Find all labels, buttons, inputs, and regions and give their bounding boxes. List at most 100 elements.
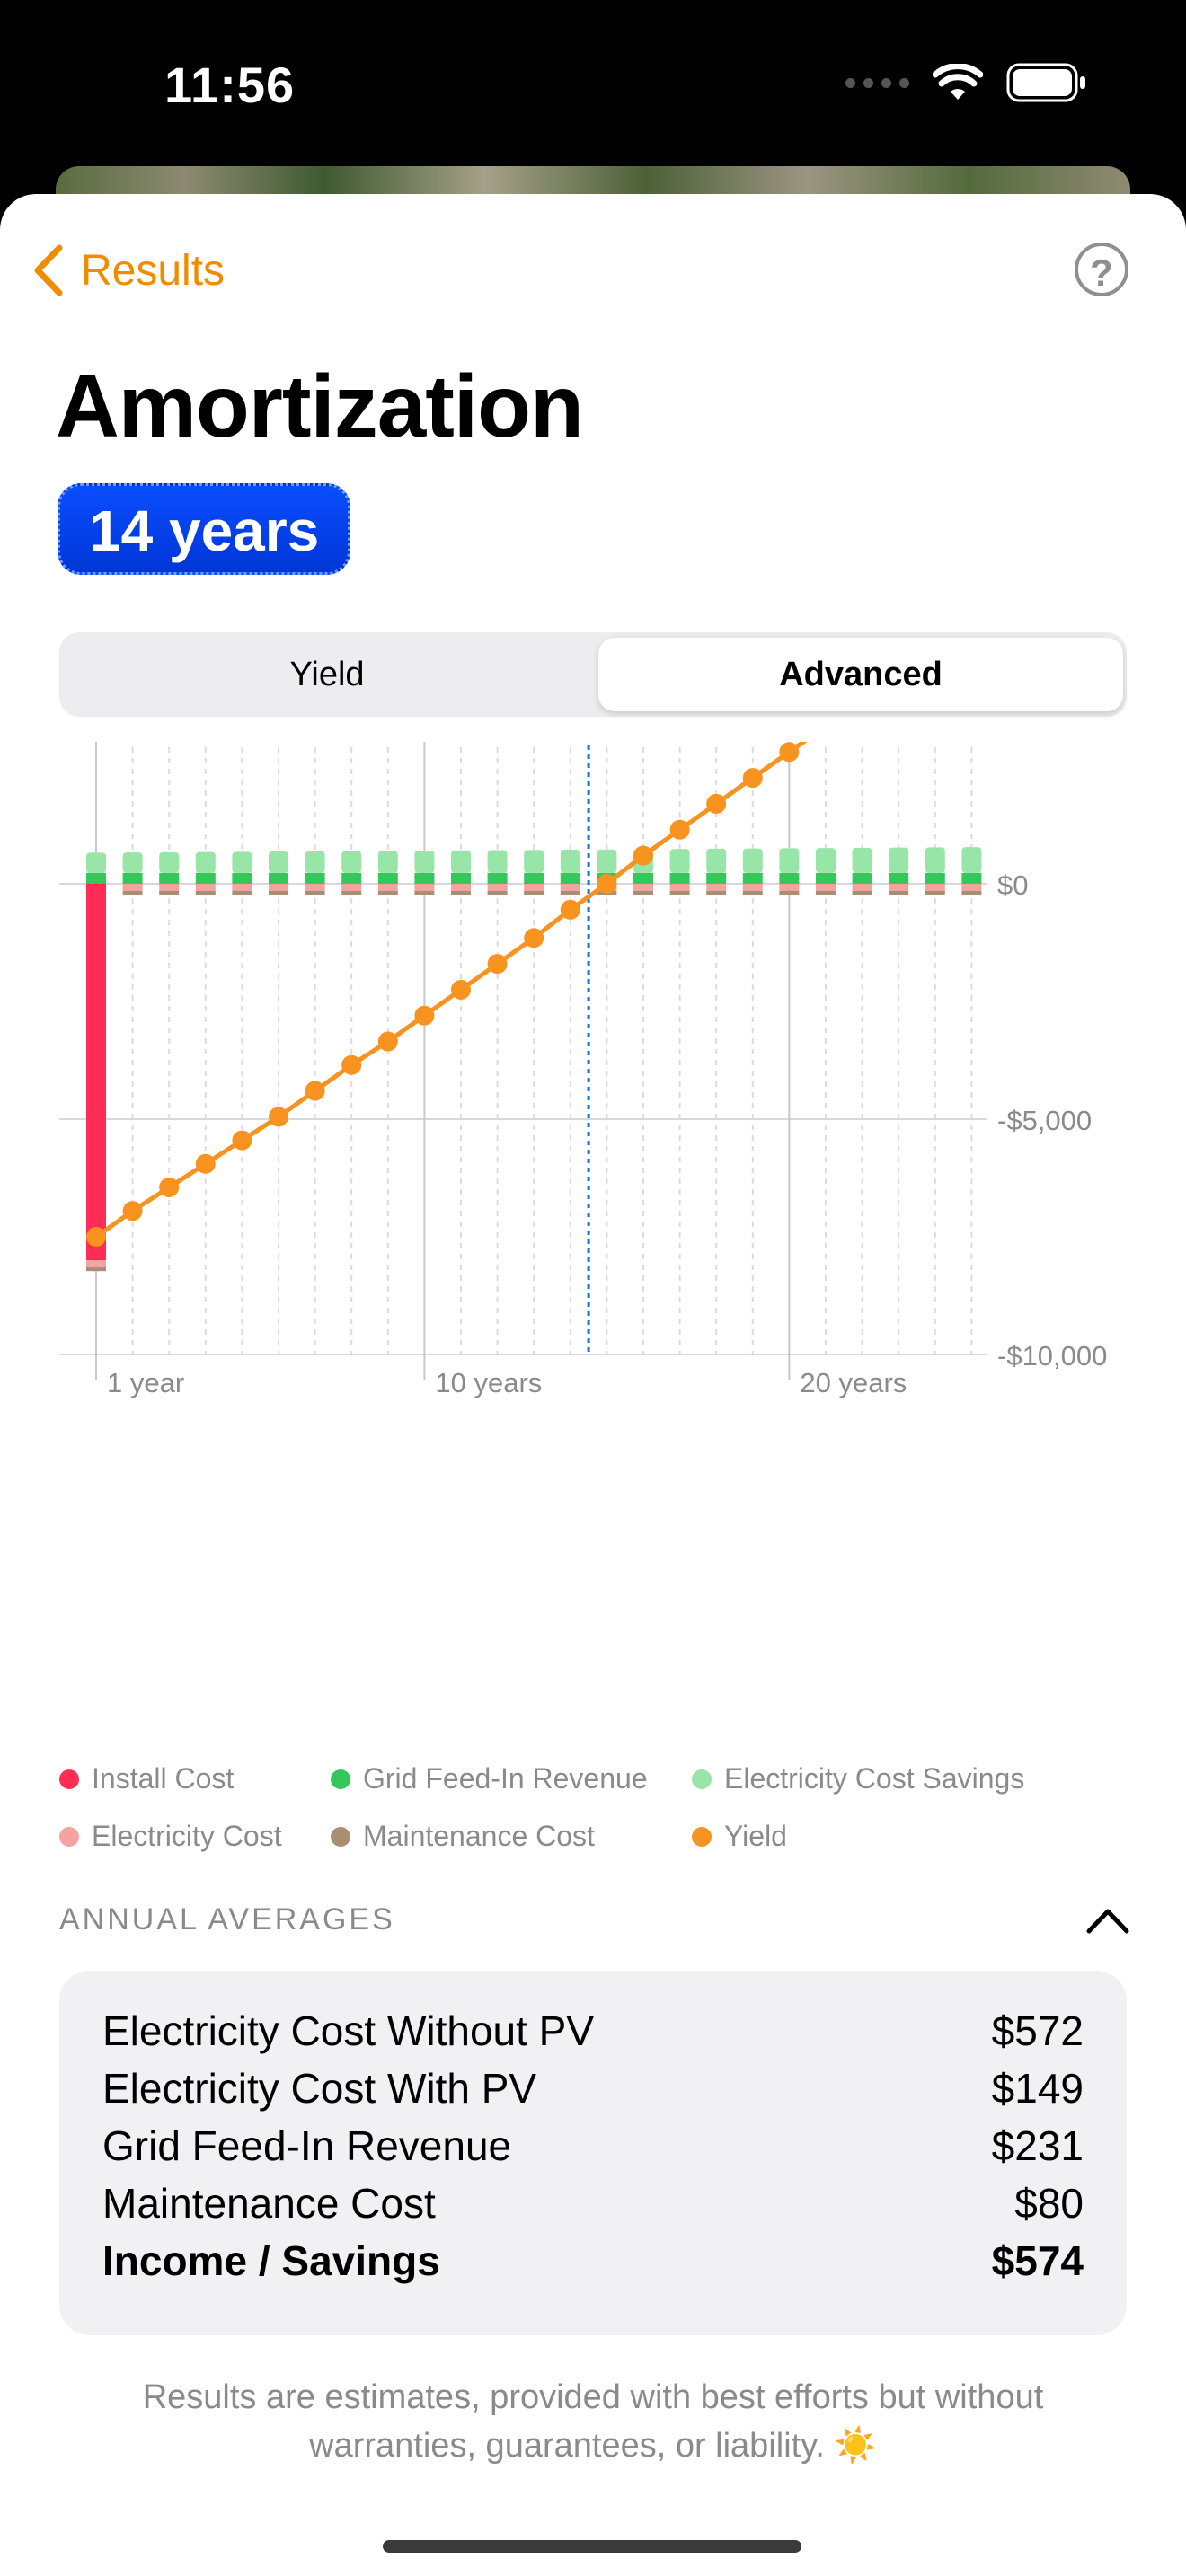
row-grid-feed-in-revenue: Grid Feed-In Revenue $231 [102,2122,1084,2179]
x-tick-label: 10 years [435,1367,542,1398]
row-maintenance-cost: Maintenance Cost $80 [102,2179,1084,2236]
bar-maintenance-cost [305,890,325,895]
bar-grid-feed-in [86,872,106,884]
bar-maintenance-cost [269,890,288,895]
bar-grid-feed-in [779,872,800,884]
yield-point [706,793,727,814]
wifi-icon [933,64,983,100]
y-tick-label: $0 [997,869,1028,901]
bar-maintenance-cost [195,890,216,895]
bar-grid-feed-in [487,872,508,884]
bar-electricity-cost [779,884,800,891]
bar-electricity-cost [195,884,216,891]
legend-item: Install Cost [59,1762,234,1795]
bar-grid-feed-in [159,872,180,884]
bar-maintenance-cost [86,1267,106,1272]
yield-point [779,742,800,763]
bar-grid-feed-in [706,872,727,884]
row-value: $80 [1014,2180,1084,2227]
disclaimer-text: Results are estimates, provided with bes… [142,2378,1044,2465]
bar-maintenance-cost [742,890,763,895]
bar-electricity-cost [451,884,471,891]
bar-maintenance-cost [779,890,800,895]
help-button[interactable]: ? [1075,243,1128,296]
yield-point [232,1130,252,1151]
yield-point [669,819,690,840]
bar-grid-feed-in [341,872,362,884]
yield-point [341,1054,362,1075]
legend-item: Electricity Cost Savings [692,1762,1024,1795]
bar-electricity-cost [816,884,836,891]
bar-maintenance-cost [889,890,909,895]
bar-electricity-savings [925,847,945,873]
bar-maintenance-cost [925,890,945,895]
bar-electricity-cost [524,884,544,891]
yield-point [597,874,617,894]
row-value: $574 [991,2237,1084,2284]
tab-yield[interactable]: Yield [289,656,365,693]
bar-electricity-savings [341,851,362,873]
home-indicator [383,2540,801,2553]
yield-point [414,1005,435,1026]
yield-point [159,1177,180,1197]
status-time: 11:56 [164,57,296,113]
bar-maintenance-cost [816,890,836,895]
yield-point [269,1107,288,1127]
bar-electricity-cost [269,884,288,891]
cellular-dots-icon [845,77,909,88]
legend-label: Install Cost [92,1762,235,1795]
page-title: Amortization [56,357,584,455]
row-electricity-cost-without-pv: Electricity Cost Without PV $572 [102,2007,1084,2064]
yield-point [122,1201,143,1222]
bar-electricity-savings [706,848,727,873]
bar-electricity-cost [742,884,763,891]
bar-electricity-savings [560,849,580,873]
status-icons [845,63,1087,102]
x-tick-label: 1 year [107,1367,184,1398]
yield-point [451,979,471,1000]
legend-dot [692,1769,712,1789]
yield-point [524,928,544,948]
bar-electricity-savings [305,851,325,873]
row-label: Income / Savings [102,2237,440,2284]
tab-advanced[interactable]: Advanced [598,638,1123,711]
bar-maintenance-cost [524,890,544,895]
bar-electricity-cost [633,884,653,891]
legend-item: Electricity Cost [59,1820,282,1853]
chevron-up-icon[interactable] [1085,1902,1130,1938]
bar-electricity-cost [377,884,398,891]
bar-electricity-savings [889,847,909,873]
bar-grid-feed-in [925,872,945,884]
row-label: Maintenance Cost [102,2180,436,2227]
bar-electricity-savings [524,850,544,873]
legend-label: Electricity Cost Savings [724,1762,1025,1795]
legend-dot [59,1826,79,1847]
bar-electricity-cost [560,884,580,891]
row-value: $231 [991,2122,1084,2169]
bar-grid-feed-in [961,872,982,884]
bar-grid-feed-in [633,872,653,884]
bar-electricity-cost [889,884,909,891]
yield-point [742,768,763,789]
bar-maintenance-cost [706,890,727,895]
status-bar: 11:56 [0,0,1186,171]
bar-maintenance-cost [341,890,362,895]
back-button[interactable]: Results [32,244,225,296]
yield-point [487,954,508,975]
bar-electricity-savings [961,847,982,873]
segmented-control: Yield Advanced [59,632,1127,717]
amortization-sheet: Results ? Amortization 14 years Yield Ad… [0,194,1186,2576]
bar-electricity-savings [232,851,252,873]
row-electricity-cost-with-pv: Electricity Cost With PV $149 [102,2064,1084,2122]
bar-electricity-savings [377,851,398,873]
yield-point [377,1031,398,1052]
bar-electricity-savings [742,848,763,873]
bar-electricity-cost [305,884,325,891]
bar-grid-feed-in [889,872,909,884]
legend-label: Grid Feed-In Revenue [363,1762,648,1795]
bar-grid-feed-in [669,872,690,884]
amortization-badge: 14 years [58,483,351,575]
bar-grid-feed-in [524,872,544,884]
legend-label: Electricity Cost [92,1820,282,1852]
yield-point [305,1081,325,1101]
